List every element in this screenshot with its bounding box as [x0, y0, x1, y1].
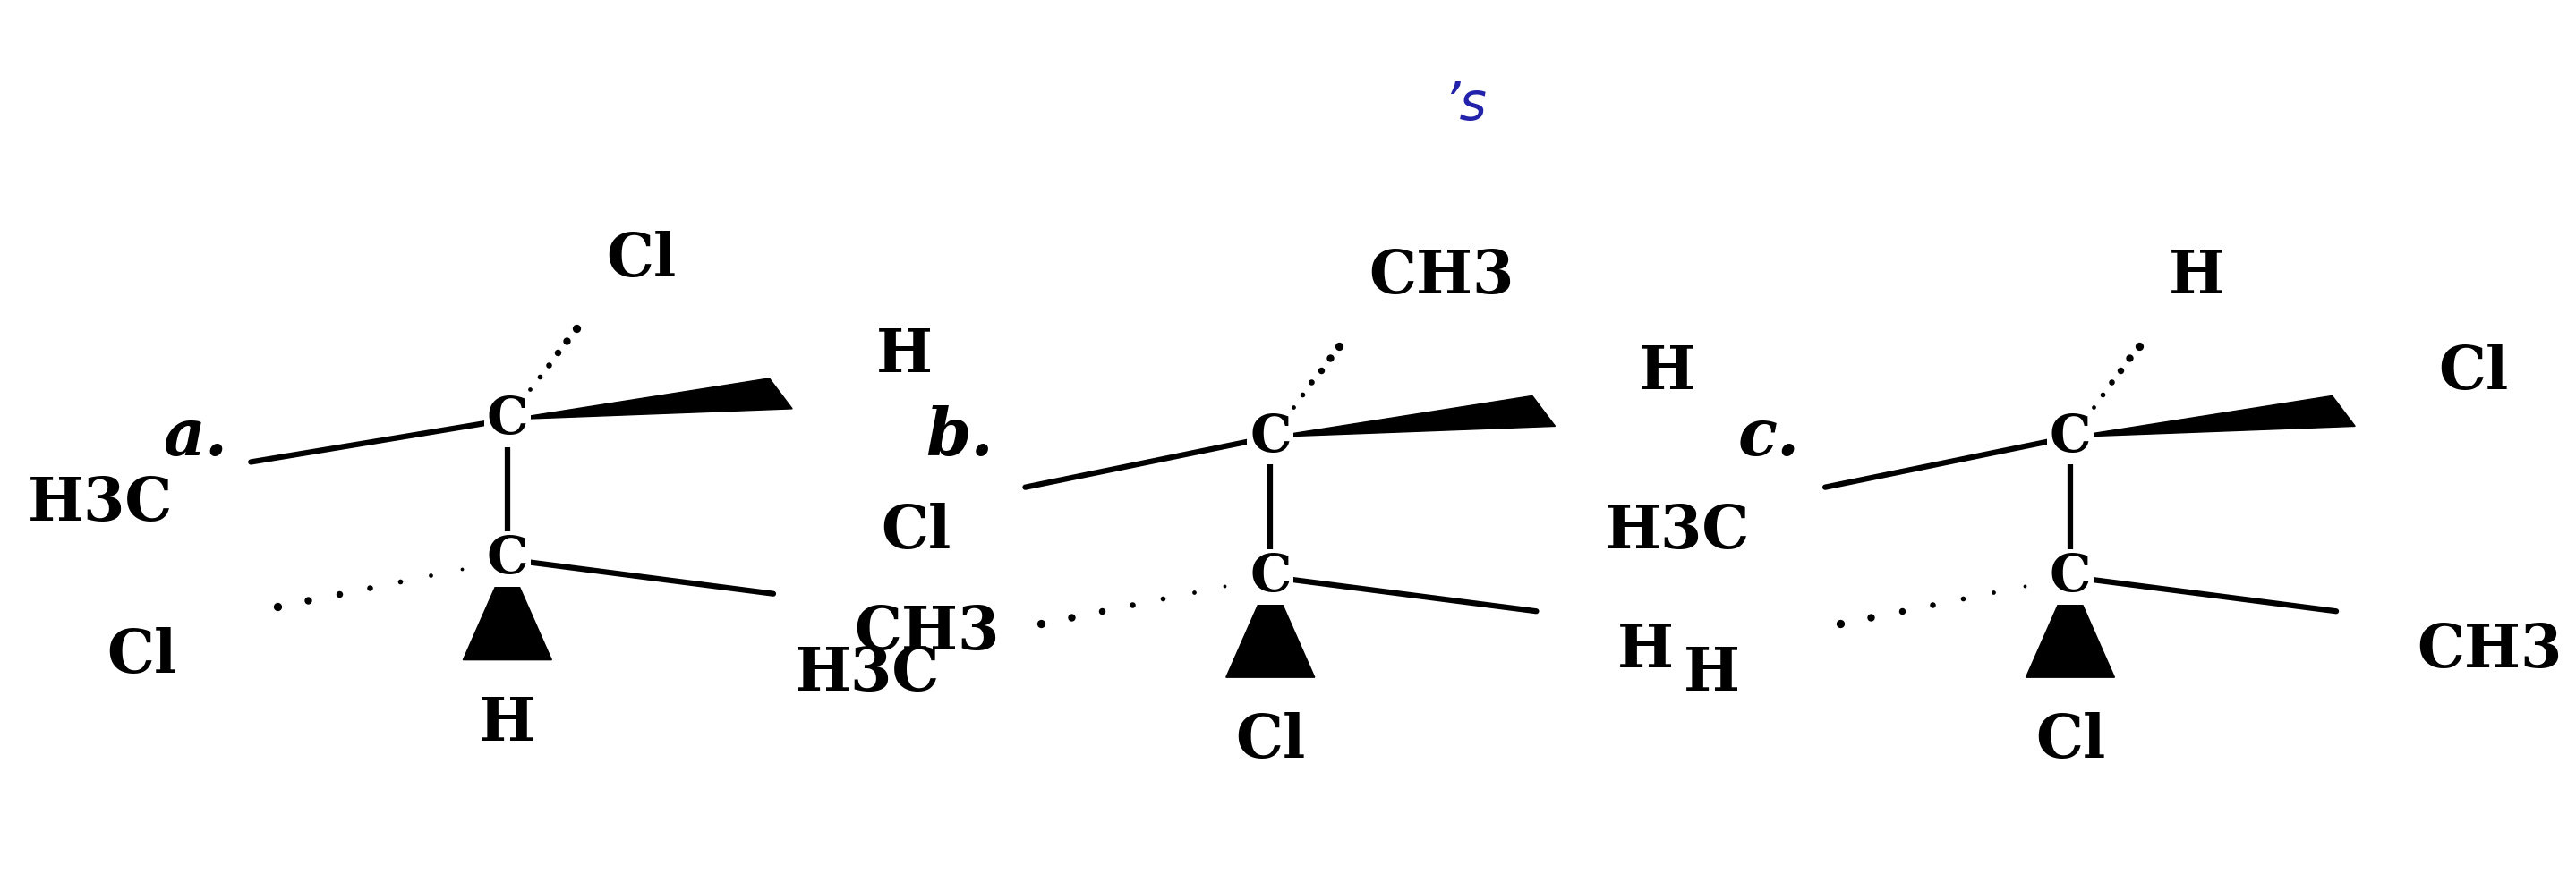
Text: C: C	[487, 394, 528, 445]
Text: b.: b.	[925, 406, 994, 468]
Text: H: H	[876, 326, 933, 385]
Text: C: C	[1249, 551, 1291, 602]
Text: H: H	[479, 695, 536, 753]
Text: Cl: Cl	[2035, 712, 2105, 771]
Text: C: C	[487, 534, 528, 585]
Text: C: C	[2050, 412, 2092, 462]
Polygon shape	[507, 378, 793, 420]
Text: Cl: Cl	[108, 628, 178, 685]
Polygon shape	[1270, 396, 1556, 437]
Text: H3C: H3C	[1605, 503, 1752, 561]
Text: H: H	[1638, 343, 1695, 402]
Text: CH3: CH3	[1368, 248, 1515, 306]
Text: ’s: ’s	[1443, 80, 1486, 130]
Polygon shape	[2025, 577, 2115, 677]
Text: H: H	[2169, 248, 2226, 306]
Text: H: H	[1618, 621, 1674, 680]
Text: C: C	[2050, 551, 2092, 602]
Text: Cl: Cl	[2439, 343, 2509, 402]
Text: CH3: CH3	[855, 604, 999, 662]
Text: H3C: H3C	[28, 475, 173, 533]
Polygon shape	[2071, 396, 2354, 437]
Text: Cl: Cl	[1236, 712, 1306, 771]
Text: Cl: Cl	[881, 503, 951, 561]
Polygon shape	[464, 559, 551, 660]
Text: C: C	[1249, 412, 1291, 462]
Text: CH3: CH3	[2416, 621, 2563, 680]
Text: H: H	[1685, 645, 1739, 703]
Text: Cl: Cl	[605, 231, 675, 288]
Polygon shape	[1226, 577, 1314, 677]
Text: c.: c.	[1739, 406, 1801, 468]
Text: a.: a.	[162, 406, 227, 468]
Text: H3C: H3C	[793, 645, 940, 703]
